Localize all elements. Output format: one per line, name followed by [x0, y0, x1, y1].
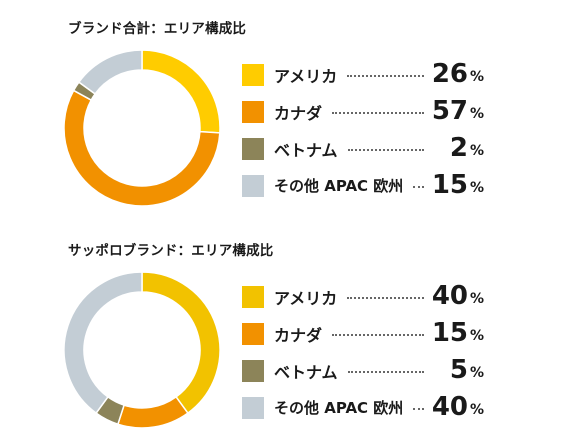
legend-label: カナダ	[274, 104, 323, 123]
legend-label: その他 APAC 欧州	[274, 399, 404, 417]
donut-slice-0	[141, 271, 221, 415]
legend-value: 15	[431, 318, 468, 348]
leader-dots	[413, 408, 424, 410]
legend-unit: %	[469, 365, 484, 381]
donut-slice-3	[77, 49, 143, 95]
legend-value: 15	[431, 170, 468, 200]
legend-unit: %	[469, 143, 484, 159]
legend-swatch	[242, 397, 264, 419]
legend-item-vietnam: ベトナム 5 %	[242, 353, 492, 390]
leader-dots	[332, 334, 424, 336]
legend-value: 57	[431, 96, 468, 126]
legend-label: ベトナム	[274, 363, 338, 382]
leader-dots	[348, 149, 424, 151]
legend-value: 2	[449, 133, 468, 163]
legend-unit: %	[469, 402, 484, 418]
legend-swatch	[242, 175, 264, 197]
donut-slice-1	[63, 89, 221, 207]
legend-value: 5	[449, 355, 468, 385]
donut-slice-1	[116, 395, 189, 429]
legend-unit: %	[469, 328, 484, 344]
leader-dots	[347, 297, 424, 299]
legend-item-vietnam: ベトナム 2 %	[242, 131, 492, 168]
legend-swatch	[242, 286, 264, 308]
chart-title: ブランド合計：エリア構成比	[68, 21, 247, 37]
legend: アメリカ 40 % カナダ 15 % ベトナム 5 % その他 APAC 欧州 …	[242, 279, 492, 427]
donut-slice-3	[63, 271, 143, 415]
legend-item-other-apac-europe: その他 APAC 欧州 15 %	[242, 168, 492, 205]
brand-total-chart-panel: ブランド合計：エリア構成比 アメリカ 26 % カナダ 57 % ベトナム 2 …	[0, 0, 573, 210]
donut-chart	[63, 271, 221, 429]
leader-dots	[348, 371, 424, 373]
legend-value: 40	[431, 392, 468, 422]
legend-swatch	[242, 101, 264, 123]
legend-unit: %	[469, 69, 484, 85]
legend-item-canada: カナダ 15 %	[242, 316, 492, 353]
legend-label: カナダ	[274, 326, 323, 345]
legend-swatch	[242, 360, 264, 382]
legend-unit: %	[469, 106, 484, 122]
legend-item-other-apac-europe: その他 APAC 欧州 40 %	[242, 390, 492, 427]
leader-dots	[347, 75, 424, 77]
legend-item-canada: カナダ 57 %	[242, 94, 492, 131]
legend-unit: %	[469, 291, 484, 307]
sapporo-brand-chart-panel: サッポロブランド：エリア構成比 アメリカ 40 % カナダ 15 % ベトナム …	[0, 222, 573, 432]
legend-item-america: アメリカ 26 %	[242, 57, 492, 94]
legend-swatch	[242, 138, 264, 160]
legend-value: 26	[431, 59, 468, 89]
legend-unit: %	[469, 180, 484, 196]
chart-title: サッポロブランド：エリア構成比	[68, 243, 274, 259]
legend-label: アメリカ	[274, 289, 338, 308]
leader-dots	[413, 186, 424, 188]
donut-chart	[63, 49, 221, 207]
legend-label: ベトナム	[274, 141, 338, 160]
legend-label: その他 APAC 欧州	[274, 177, 404, 195]
legend: アメリカ 26 % カナダ 57 % ベトナム 2 % その他 APAC 欧州 …	[242, 57, 492, 205]
leader-dots	[332, 112, 424, 114]
legend-item-america: アメリカ 40 %	[242, 279, 492, 316]
legend-value: 40	[431, 281, 468, 311]
donut-slice-0	[141, 49, 221, 134]
legend-swatch	[242, 64, 264, 86]
legend-swatch	[242, 323, 264, 345]
legend-label: アメリカ	[274, 67, 338, 86]
